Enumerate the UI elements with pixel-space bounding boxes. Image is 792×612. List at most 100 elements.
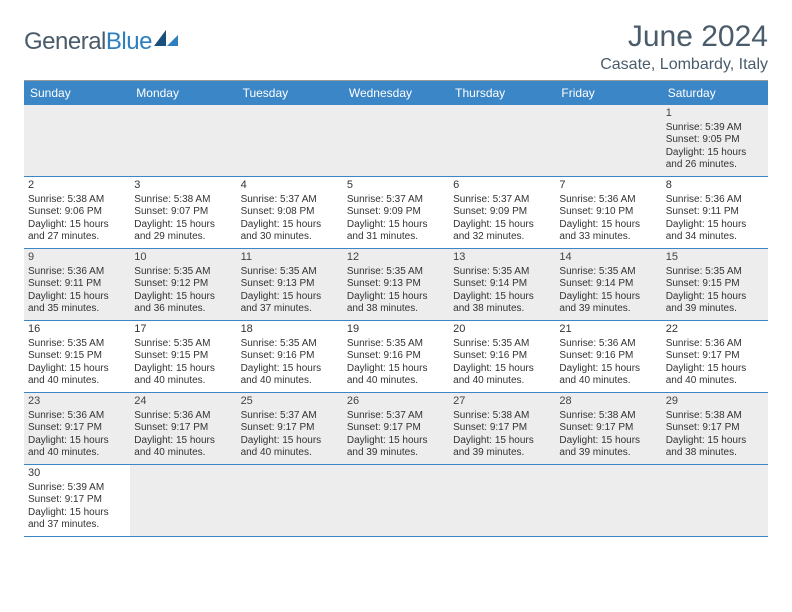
calendar-cell: 23Sunrise: 5:36 AMSunset: 9:17 PMDayligh… (24, 393, 130, 465)
sunset-line: Sunset: 9:11 PM (28, 278, 126, 291)
calendar-cell: 8Sunrise: 5:36 AMSunset: 9:11 PMDaylight… (662, 177, 768, 249)
calendar-cell: 5Sunrise: 5:37 AMSunset: 9:09 PMDaylight… (343, 177, 449, 249)
day-number: 6 (453, 179, 551, 193)
sunrise-line: Sunrise: 5:36 AM (666, 338, 764, 351)
sunset-line: Sunset: 9:17 PM (28, 422, 126, 435)
brand-name-2: Blue (106, 28, 152, 55)
sunrise-line: Sunrise: 5:38 AM (559, 410, 657, 423)
sunset-line: Sunset: 9:05 PM (666, 134, 764, 147)
sunrise-line: Sunrise: 5:36 AM (28, 410, 126, 423)
sunrise-line: Sunrise: 5:38 AM (28, 194, 126, 207)
daylight-line: Daylight: 15 hours and 39 minutes. (347, 435, 445, 460)
daylight-line: Daylight: 15 hours and 40 minutes. (559, 363, 657, 388)
day-number: 11 (241, 251, 339, 265)
daylight-line: Daylight: 15 hours and 29 minutes. (134, 219, 232, 244)
daylight-line: Daylight: 15 hours and 40 minutes. (241, 435, 339, 460)
sunset-line: Sunset: 9:13 PM (241, 278, 339, 291)
calendar-cell: 2Sunrise: 5:38 AMSunset: 9:06 PMDaylight… (24, 177, 130, 249)
day-number: 22 (666, 323, 764, 337)
location-subtitle: Casate, Lombardy, Italy (600, 56, 768, 74)
daylight-line: Daylight: 15 hours and 35 minutes. (28, 291, 126, 316)
day-number: 30 (28, 467, 126, 481)
day-number: 24 (134, 395, 232, 409)
calendar-cell-empty (449, 465, 555, 537)
sunrise-line: Sunrise: 5:35 AM (453, 338, 551, 351)
daylight-line: Daylight: 15 hours and 40 minutes. (28, 363, 126, 388)
sunset-line: Sunset: 9:17 PM (347, 422, 445, 435)
day-number: 19 (347, 323, 445, 337)
sunset-line: Sunset: 9:17 PM (666, 350, 764, 363)
calendar-cell-empty (24, 105, 130, 177)
header: GeneralBlue June 2024 Casate, Lombardy, … (24, 20, 768, 74)
daylight-line: Daylight: 15 hours and 37 minutes. (28, 507, 126, 532)
sunset-line: Sunset: 9:08 PM (241, 206, 339, 219)
calendar-cell-empty (130, 105, 236, 177)
calendar-cell-empty (555, 105, 661, 177)
sunrise-line: Sunrise: 5:35 AM (241, 338, 339, 351)
daylight-line: Daylight: 15 hours and 39 minutes. (559, 291, 657, 316)
sunrise-line: Sunrise: 5:36 AM (559, 338, 657, 351)
sunset-line: Sunset: 9:16 PM (559, 350, 657, 363)
daylight-line: Daylight: 15 hours and 38 minutes. (347, 291, 445, 316)
calendar-cell: 19Sunrise: 5:35 AMSunset: 9:16 PMDayligh… (343, 321, 449, 393)
calendar-cell: 16Sunrise: 5:35 AMSunset: 9:15 PMDayligh… (24, 321, 130, 393)
day-number: 21 (559, 323, 657, 337)
calendar-cell: 12Sunrise: 5:35 AMSunset: 9:13 PMDayligh… (343, 249, 449, 321)
day-number: 28 (559, 395, 657, 409)
day-number: 25 (241, 395, 339, 409)
day-number: 16 (28, 323, 126, 337)
sunrise-line: Sunrise: 5:39 AM (666, 122, 764, 135)
calendar-cell: 29Sunrise: 5:38 AMSunset: 9:17 PMDayligh… (662, 393, 768, 465)
calendar-cell: 20Sunrise: 5:35 AMSunset: 9:16 PMDayligh… (449, 321, 555, 393)
day-number: 8 (666, 179, 764, 193)
sunset-line: Sunset: 9:17 PM (241, 422, 339, 435)
daylight-line: Daylight: 15 hours and 36 minutes. (134, 291, 232, 316)
sunrise-line: Sunrise: 5:35 AM (241, 266, 339, 279)
sunrise-line: Sunrise: 5:37 AM (241, 410, 339, 423)
calendar-cell: 25Sunrise: 5:37 AMSunset: 9:17 PMDayligh… (237, 393, 343, 465)
calendar-cell: 15Sunrise: 5:35 AMSunset: 9:15 PMDayligh… (662, 249, 768, 321)
day-number: 15 (666, 251, 764, 265)
sunset-line: Sunset: 9:12 PM (134, 278, 232, 291)
calendar-cell-empty (555, 465, 661, 537)
calendar-cell: 30Sunrise: 5:39 AMSunset: 9:17 PMDayligh… (24, 465, 130, 537)
day-number: 5 (347, 179, 445, 193)
day-number: 1 (666, 107, 764, 121)
sunset-line: Sunset: 9:15 PM (28, 350, 126, 363)
calendar-cell-empty (343, 105, 449, 177)
sunrise-line: Sunrise: 5:35 AM (347, 338, 445, 351)
calendar-cell: 11Sunrise: 5:35 AMSunset: 9:13 PMDayligh… (237, 249, 343, 321)
calendar-cell: 28Sunrise: 5:38 AMSunset: 9:17 PMDayligh… (555, 393, 661, 465)
weekday-header: Friday (555, 81, 661, 105)
daylight-line: Daylight: 15 hours and 27 minutes. (28, 219, 126, 244)
day-number: 13 (453, 251, 551, 265)
day-number: 18 (241, 323, 339, 337)
day-number: 17 (134, 323, 232, 337)
day-number: 4 (241, 179, 339, 193)
calendar-cell: 7Sunrise: 5:36 AMSunset: 9:10 PMDaylight… (555, 177, 661, 249)
day-number: 29 (666, 395, 764, 409)
sunset-line: Sunset: 9:16 PM (241, 350, 339, 363)
sunset-line: Sunset: 9:13 PM (347, 278, 445, 291)
daylight-line: Daylight: 15 hours and 30 minutes. (241, 219, 339, 244)
sunrise-line: Sunrise: 5:35 AM (559, 266, 657, 279)
weekday-header: Thursday (449, 81, 555, 105)
calendar-cell: 21Sunrise: 5:36 AMSunset: 9:16 PMDayligh… (555, 321, 661, 393)
daylight-line: Daylight: 15 hours and 40 minutes. (347, 363, 445, 388)
calendar-cell: 10Sunrise: 5:35 AMSunset: 9:12 PMDayligh… (130, 249, 236, 321)
sunset-line: Sunset: 9:14 PM (559, 278, 657, 291)
calendar-cell-empty (449, 105, 555, 177)
sunset-line: Sunset: 9:17 PM (559, 422, 657, 435)
daylight-line: Daylight: 15 hours and 33 minutes. (559, 219, 657, 244)
weekday-header: Wednesday (343, 81, 449, 105)
sunrise-line: Sunrise: 5:36 AM (666, 194, 764, 207)
sunset-line: Sunset: 9:16 PM (453, 350, 551, 363)
sunset-line: Sunset: 9:15 PM (134, 350, 232, 363)
sunrise-line: Sunrise: 5:35 AM (134, 266, 232, 279)
weekday-header: Tuesday (237, 81, 343, 105)
day-number: 12 (347, 251, 445, 265)
sunrise-line: Sunrise: 5:37 AM (453, 194, 551, 207)
sunset-line: Sunset: 9:15 PM (666, 278, 764, 291)
sunrise-line: Sunrise: 5:36 AM (134, 410, 232, 423)
sunset-line: Sunset: 9:11 PM (666, 206, 764, 219)
